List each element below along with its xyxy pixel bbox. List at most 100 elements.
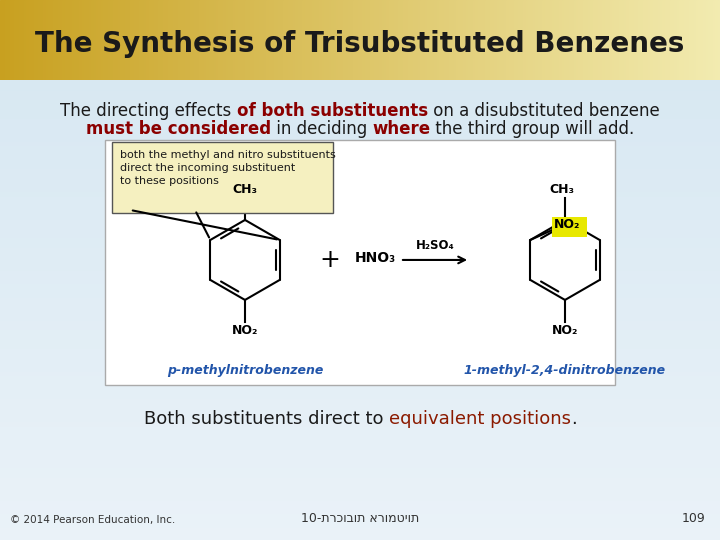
Bar <box>113 0 116 80</box>
Bar <box>0 327 720 333</box>
Bar <box>259 0 262 80</box>
Bar <box>0 231 720 237</box>
Bar <box>0 346 720 352</box>
Bar <box>0 484 720 489</box>
Bar <box>58 0 60 80</box>
Bar <box>36 0 39 80</box>
Bar <box>401 0 404 80</box>
Bar <box>0 217 720 222</box>
Bar <box>583 0 586 80</box>
Bar <box>149 0 152 80</box>
Bar <box>96 0 99 80</box>
Bar <box>91 0 94 80</box>
Bar <box>189 0 193 80</box>
Bar <box>718 0 720 80</box>
Bar <box>689 0 692 80</box>
Bar <box>0 111 720 117</box>
Bar <box>158 0 161 80</box>
Bar <box>0 364 720 370</box>
Bar <box>81 0 85 80</box>
Bar <box>2 0 6 80</box>
Bar <box>0 479 720 485</box>
Bar <box>12 0 15 80</box>
Bar <box>513 0 517 80</box>
Bar <box>0 461 720 467</box>
Bar <box>0 373 720 379</box>
Bar <box>567 0 570 80</box>
Bar <box>377 0 380 80</box>
Bar <box>617 0 620 80</box>
Bar <box>146 0 150 80</box>
Bar <box>0 277 720 282</box>
Bar <box>696 0 699 80</box>
Bar <box>151 0 154 80</box>
Bar <box>0 221 720 227</box>
Bar <box>598 0 600 80</box>
Bar <box>0 488 720 494</box>
Bar <box>274 0 276 80</box>
Bar <box>0 470 720 476</box>
Bar <box>50 0 53 80</box>
Bar <box>679 0 683 80</box>
Bar <box>117 0 121 80</box>
Text: equivalent positions: equivalent positions <box>389 410 571 428</box>
Bar <box>650 0 654 80</box>
Bar <box>675 0 678 80</box>
Bar <box>106 0 109 80</box>
Bar <box>0 157 720 163</box>
Bar <box>382 0 384 80</box>
Bar <box>218 0 222 80</box>
Bar <box>0 93 720 98</box>
Bar <box>276 0 279 80</box>
Bar <box>187 0 190 80</box>
Bar <box>441 0 445 80</box>
Bar <box>0 332 720 338</box>
Bar <box>0 106 720 112</box>
Bar <box>67 0 71 80</box>
Bar <box>41 0 44 80</box>
Bar <box>238 0 240 80</box>
Bar <box>415 0 418 80</box>
FancyBboxPatch shape <box>112 142 333 213</box>
Bar <box>715 0 719 80</box>
Text: © 2014 Pearson Education, Inc.: © 2014 Pearson Education, Inc. <box>10 515 175 525</box>
Bar <box>132 0 135 80</box>
Bar <box>0 130 720 135</box>
Bar <box>207 0 210 80</box>
Bar <box>38 0 42 80</box>
Bar <box>423 0 426 80</box>
Bar <box>0 314 720 319</box>
Bar <box>0 392 720 397</box>
Bar <box>418 0 420 80</box>
Bar <box>482 0 485 80</box>
Bar <box>0 502 720 508</box>
Bar <box>211 0 215 80</box>
Bar <box>490 0 492 80</box>
Bar <box>0 415 720 420</box>
Bar <box>351 0 354 80</box>
Bar <box>0 208 720 213</box>
Bar <box>425 0 428 80</box>
Bar <box>660 0 663 80</box>
Bar <box>466 0 469 80</box>
Bar <box>538 0 541 80</box>
Bar <box>624 0 627 80</box>
Bar <box>526 0 528 80</box>
Bar <box>293 0 296 80</box>
Bar <box>657 0 661 80</box>
Bar <box>202 0 204 80</box>
Bar <box>662 0 665 80</box>
Bar <box>639 0 642 80</box>
Bar <box>384 0 387 80</box>
Text: NO₂: NO₂ <box>552 324 578 337</box>
Text: must be considered: must be considered <box>86 120 271 138</box>
Bar <box>0 516 720 522</box>
Bar <box>300 0 303 80</box>
Bar <box>540 0 543 80</box>
Bar <box>610 0 613 80</box>
Bar <box>99 0 102 80</box>
Bar <box>0 511 720 517</box>
Text: 10-תרכובות ארומטיות: 10-תרכובות ארומטיות <box>301 512 419 525</box>
Bar <box>545 0 548 80</box>
Bar <box>115 0 118 80</box>
